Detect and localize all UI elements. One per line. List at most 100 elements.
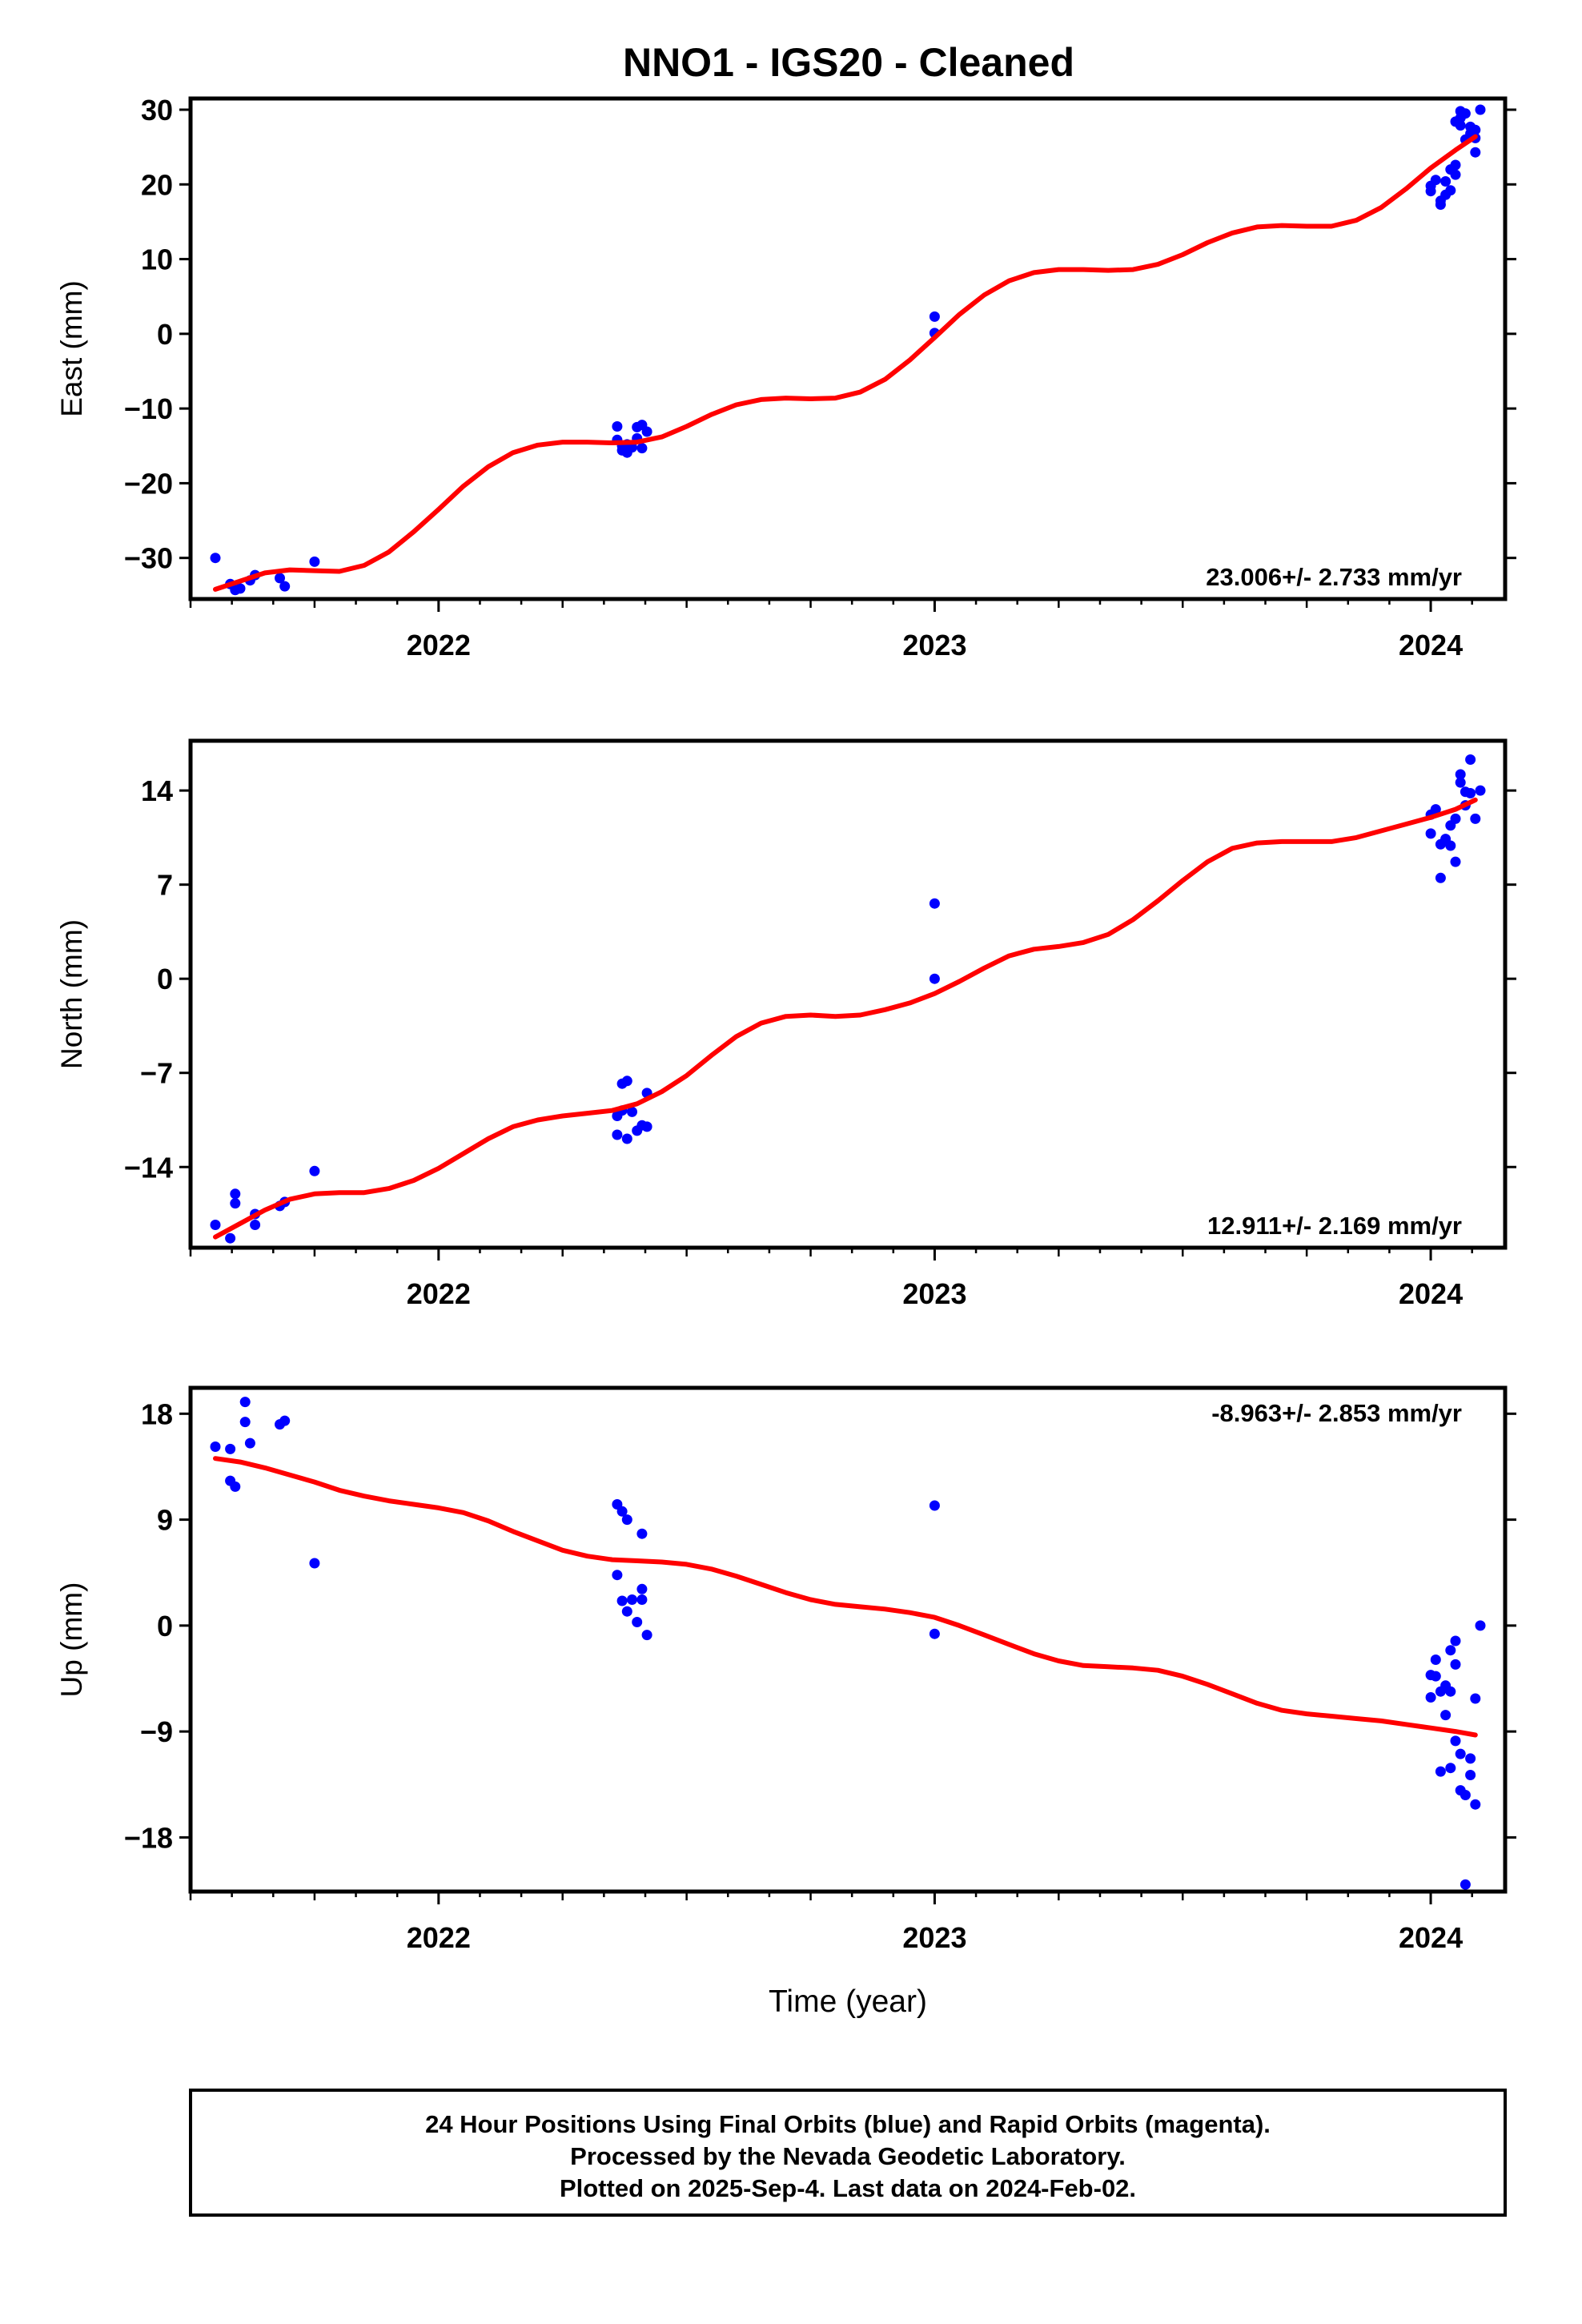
y-axis-label: Up (mm): [55, 1582, 88, 1698]
chart-title: NNO1 - IGS20 - Cleaned: [623, 40, 1074, 85]
data-point: [1435, 199, 1446, 210]
data-point: [1455, 120, 1466, 131]
data-point: [210, 1441, 221, 1452]
footer-line-1: 24 Hour Positions Using Final Orbits (bl…: [425, 2110, 1271, 2138]
data-point: [632, 1617, 643, 1627]
data-point: [612, 1129, 623, 1140]
data-point: [627, 1594, 637, 1605]
data-point: [636, 1583, 648, 1594]
footer-border: [189, 2089, 1507, 2217]
x-tick-label: 2024: [1399, 1921, 1463, 1954]
x-tick-label: 2024: [1399, 629, 1463, 661]
data-point: [1465, 1770, 1476, 1780]
velocity-annotation: 12.911+/- 2.169 mm/yr: [1207, 1212, 1462, 1240]
y-tick-label: −18: [124, 1821, 173, 1854]
data-point: [1445, 1645, 1456, 1656]
data-point: [250, 1220, 261, 1230]
data-point: [1430, 1671, 1441, 1682]
data-point: [230, 1198, 241, 1209]
x-tick-label: 2022: [407, 1921, 471, 1954]
data-point: [641, 1630, 652, 1641]
data-point: [1445, 1763, 1456, 1774]
trend-model-line: [213, 1456, 1478, 1738]
data-point: [1430, 804, 1441, 815]
data-point: [1440, 176, 1452, 187]
data-point: [309, 1558, 320, 1569]
y-tick-label: −30: [124, 542, 173, 575]
velocity-annotation: -8.963+/- 2.853 mm/yr: [1211, 1399, 1462, 1427]
data-point: [1465, 1753, 1476, 1764]
y-tick-label: 20: [141, 168, 173, 201]
data-point: [1445, 1686, 1456, 1697]
y-tick-label: 0: [157, 1610, 173, 1642]
panels: 30 20 10 0 −10 −20 −30 2022 2023 2024 East (mm) 23.…: [55, 94, 1516, 2019]
y-tick-label: −14: [124, 1151, 173, 1184]
data-point: [1450, 1735, 1461, 1747]
data-point: [1475, 104, 1486, 115]
data-point: [1470, 1799, 1481, 1810]
data-point: [1455, 769, 1466, 780]
plot-frame: [188, 738, 1508, 1250]
data-point: [621, 1606, 632, 1617]
trend-model-line: [213, 797, 1478, 1240]
y-tick-label: 7: [157, 869, 173, 902]
y-axis-label: East (mm): [55, 280, 88, 417]
data-point: [1450, 813, 1461, 824]
data-point: [275, 573, 285, 584]
y-tick-label: −10: [124, 392, 173, 425]
data-point: [1440, 1710, 1452, 1721]
data-point: [1465, 788, 1476, 798]
data-point: [1450, 856, 1461, 867]
data-point: [627, 1106, 637, 1117]
data-point: [612, 1570, 623, 1581]
y-tick-label: 14: [141, 774, 173, 807]
data-point: [616, 1506, 628, 1517]
data-point: [244, 1437, 255, 1449]
data-point: [1455, 1748, 1466, 1759]
data-point: [1425, 828, 1436, 839]
data-point: [1450, 159, 1461, 171]
x-tick-label: 2022: [407, 629, 471, 661]
data-point: [1470, 813, 1481, 824]
data-point: [612, 421, 623, 432]
y-tick-label: −9: [140, 1715, 173, 1748]
y-tick-label: 0: [157, 963, 173, 995]
y-tick-label: −20: [124, 467, 173, 500]
x-tick-label: 2024: [1399, 1277, 1463, 1310]
plot-frame: [188, 96, 1508, 601]
velocity-annotation: 23.006+/- 2.733 mm/yr: [1206, 563, 1462, 591]
data-point: [1460, 1790, 1471, 1800]
data-point: [230, 1481, 241, 1492]
data-point: [279, 581, 291, 592]
data-point: [1470, 124, 1481, 135]
data-point: [641, 1121, 652, 1132]
x-axis-label: Time (year): [769, 1984, 927, 2019]
data-point: [225, 1232, 236, 1244]
data-point: [1430, 1655, 1441, 1665]
data-point: [210, 553, 221, 564]
data-point: [1465, 754, 1476, 765]
data-point: [1450, 169, 1461, 180]
y-tick-label: 10: [141, 243, 173, 276]
data-point: [636, 1594, 648, 1605]
panel-3: 18 9 0 −9 −18 2022 2023 2024 Up (mm) Time (year) -…: [55, 1385, 1516, 2019]
data-point: [641, 426, 652, 437]
plot-frame: [188, 1385, 1508, 1894]
data-point: [239, 1417, 251, 1428]
x-tick-label: 2023: [902, 1277, 966, 1310]
data-point: [1475, 1620, 1486, 1631]
y-axis-label: North (mm): [55, 919, 88, 1069]
data-point: [621, 1076, 632, 1087]
trend-model-line: [213, 134, 1478, 592]
data-point: [1475, 785, 1486, 796]
data-point: [929, 898, 940, 909]
y-tick-label: 0: [157, 318, 173, 351]
data-point: [1450, 1659, 1461, 1670]
data-point: [1450, 1635, 1461, 1647]
data-point: [235, 583, 246, 594]
x-tick-label: 2023: [902, 629, 966, 661]
footer-box: 24 Hour Positions Using Final Orbits (bl…: [189, 2089, 1507, 2217]
y-tick-label: −7: [140, 1057, 173, 1090]
data-point: [1425, 1692, 1436, 1703]
